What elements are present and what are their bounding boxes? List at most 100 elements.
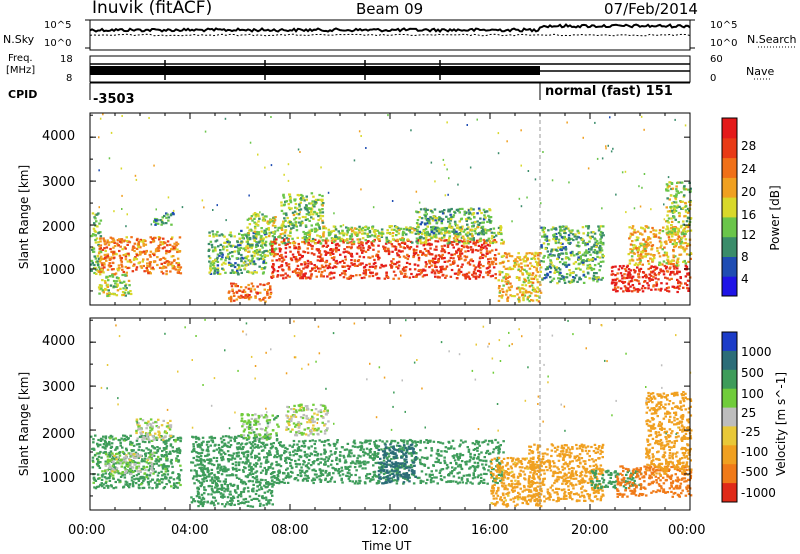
power-cell: [524, 254, 528, 257]
power-cell: [623, 285, 627, 288]
power-cell: [480, 243, 484, 246]
power-cell: [675, 243, 678, 246]
power-cell: [284, 247, 288, 250]
velocity-cell: [147, 420, 150, 423]
power-cell: [550, 279, 554, 282]
power-cell: [208, 260, 211, 263]
velocity-cell: [137, 472, 140, 475]
power-cell: [638, 268, 641, 271]
power-cell: [530, 299, 533, 302]
power-cell: [399, 245, 402, 248]
velocity-cell: [169, 444, 173, 447]
power-cell: [452, 214, 456, 217]
power-cell: [361, 226, 365, 229]
power-cell: [403, 242, 407, 245]
velocity-cell: [94, 479, 98, 482]
power-cell: [92, 227, 96, 230]
power-cell: [640, 250, 643, 253]
velocity-cell: [112, 461, 115, 464]
power-cell: [549, 267, 553, 270]
power-cell: [497, 252, 501, 255]
power-cell: [687, 188, 690, 191]
power-cell: [445, 231, 448, 234]
power-cell: [535, 269, 538, 272]
power-cell: [348, 275, 351, 279]
velocity-cell: [141, 438, 144, 441]
power-cell: [291, 222, 294, 225]
power-cell: [99, 251, 103, 254]
power-sparse-cell: [615, 193, 617, 196]
power-cell: [294, 221, 297, 224]
power-cell: [422, 237, 425, 240]
power-sparse-cell: [287, 163, 290, 166]
power-cell: [97, 252, 101, 255]
velocity-cell: [97, 455, 101, 458]
power-cell: [121, 240, 124, 243]
power-cell: [460, 257, 463, 260]
power-cell: [440, 227, 443, 230]
power-cell: [312, 195, 315, 198]
power-cell: [299, 277, 302, 280]
power-cell: [453, 228, 456, 231]
power-cell: [161, 243, 165, 246]
power-cell: [321, 211, 325, 214]
power-cell: [312, 217, 315, 220]
power-cell: [647, 287, 650, 290]
velocity-cell: [99, 437, 103, 440]
velocity-cell: [224, 488, 228, 491]
power-cell: [437, 232, 441, 235]
power-cell: [516, 260, 519, 263]
power-cell: [664, 276, 667, 279]
power-cell: [666, 184, 670, 187]
power-cell: [417, 269, 421, 272]
power-cell: [138, 240, 142, 243]
velocity-cell: [110, 458, 113, 461]
power-cell: [453, 211, 457, 214]
velocity-cell: [172, 486, 176, 489]
power-cell: [592, 251, 595, 254]
power-cell: [316, 241, 320, 244]
velocity-cell: [103, 476, 107, 479]
power-cell: [258, 250, 261, 253]
power-cell: [482, 230, 485, 233]
power-cell: [114, 252, 117, 255]
power-cell: [631, 233, 634, 236]
power-cell: [671, 211, 675, 214]
power-cell: [461, 207, 464, 210]
velocity-cell: [92, 438, 95, 441]
power-cell: [573, 254, 576, 257]
power-sparse-cell: [444, 194, 447, 197]
power-cell: [310, 247, 314, 250]
velocity-cell: [110, 445, 113, 448]
power-cell: [676, 258, 679, 261]
power-cell: [212, 262, 216, 265]
power-cell: [482, 221, 485, 224]
power-cell: [342, 270, 346, 273]
power-cell: [549, 271, 552, 274]
power-cell: [570, 280, 574, 284]
power-cell: [169, 263, 173, 266]
power-cell: [524, 291, 528, 294]
power-cell: [127, 279, 131, 282]
power-cell: [293, 210, 297, 213]
power-cell: [530, 277, 534, 280]
power-cell: [260, 255, 264, 258]
velocity-cell: [124, 460, 127, 463]
velocity-cell: [127, 465, 130, 468]
velocity-cell: [95, 462, 99, 465]
power-cell: [636, 251, 640, 254]
velocity-cell: [97, 464, 100, 468]
power-cell: [382, 245, 385, 248]
power-cell: [289, 197, 292, 200]
power-cell: [611, 278, 615, 281]
power-cell: [240, 271, 243, 274]
power-cell: [323, 225, 326, 228]
power-cell: [109, 247, 112, 251]
power-cell: [499, 227, 502, 230]
power-cell: [449, 218, 453, 221]
power-cell: [326, 267, 329, 270]
power-cell: [170, 261, 174, 264]
power-cell: [326, 251, 330, 254]
velocity-cell: [100, 482, 103, 485]
power-cell: [116, 267, 119, 270]
